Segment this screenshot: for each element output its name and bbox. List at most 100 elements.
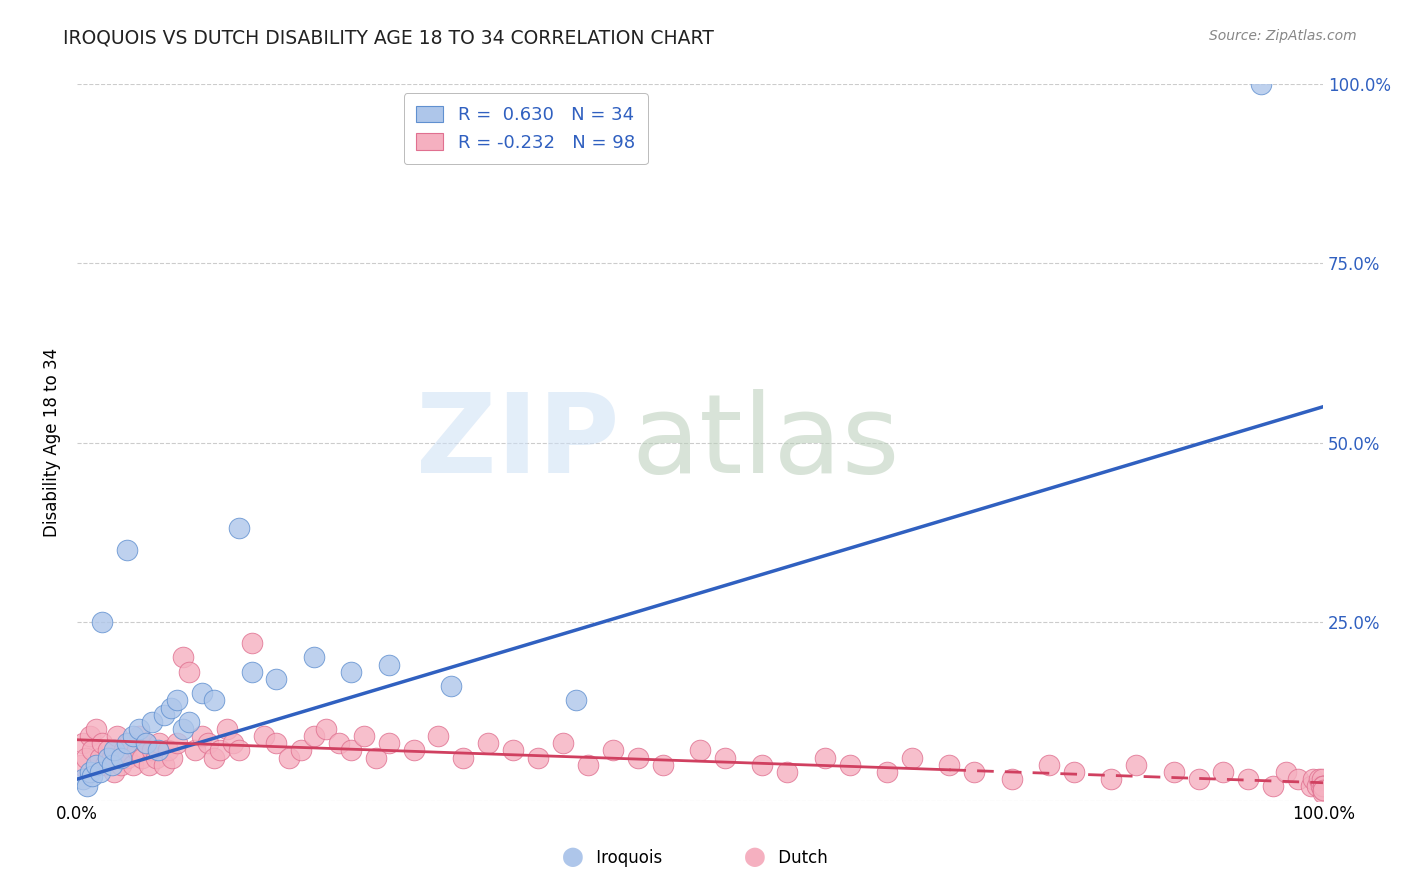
Point [128,722,150,736]
Point [1263,779,1285,793]
Point [1302,772,1324,786]
Point [651,757,673,772]
Point [277,750,299,764]
Point [1312,783,1334,797]
Point [135,736,157,750]
Point [290,743,312,757]
Point [159,700,181,714]
Point [876,764,898,779]
Point [1310,772,1333,786]
Point [179,665,201,679]
Text: Dutch: Dutch [773,849,828,867]
Point [202,693,225,707]
Point [838,757,860,772]
Text: ⬤: ⬤ [744,847,766,867]
Point [114,743,136,757]
Point [69,757,91,772]
Point [502,743,524,757]
Point [179,714,201,729]
Point [1250,78,1272,92]
Point [1309,779,1331,793]
Point [901,750,924,764]
Point [135,736,157,750]
Point [101,750,124,764]
Point [328,736,350,750]
Point [751,757,773,772]
Point [564,693,586,707]
Point [105,729,128,743]
Point [103,743,125,757]
Point [153,707,176,722]
Point [197,736,219,750]
Point [97,750,120,764]
Point [1038,757,1060,772]
Point [938,757,960,772]
Point [166,693,188,707]
Point [93,757,115,772]
Point [240,636,263,650]
Point [128,729,150,743]
Point [1299,779,1322,793]
Point [110,757,132,772]
Point [315,722,337,736]
Text: ⬤: ⬤ [561,847,583,867]
Point [101,757,124,772]
Point [118,736,141,750]
Point [115,736,138,750]
Point [172,650,194,665]
Point [1312,783,1334,797]
Point [602,743,624,757]
Point [84,722,107,736]
Point [145,750,167,764]
Point [714,750,737,764]
Point [75,750,97,764]
Point [253,729,276,743]
Point [963,764,986,779]
Point [377,736,399,750]
Point [72,736,94,750]
Point [1125,757,1147,772]
Point [1286,772,1309,786]
Point [302,729,325,743]
Point [125,743,148,757]
Point [1274,764,1296,779]
Point [427,729,450,743]
Text: atlas: atlas [631,389,900,496]
Point [1312,779,1334,793]
Point [1312,779,1334,793]
Point [141,714,163,729]
Point [240,665,263,679]
Point [146,743,169,757]
Point [1212,764,1234,779]
Legend: R =  0.630   N = 34, R = -0.232   N = 98: R = 0.630 N = 34, R = -0.232 N = 98 [404,94,648,164]
Point [266,672,288,686]
Point [266,736,288,750]
Point [366,750,388,764]
Point [1306,779,1329,793]
Point [184,743,207,757]
Point [302,650,325,665]
Point [72,772,94,786]
Point [76,779,98,793]
Point [776,764,799,779]
Point [115,543,138,558]
Point [1187,772,1209,786]
Point [138,757,160,772]
Point [202,750,225,764]
Point [228,521,250,535]
Text: IROQUOIS VS DUTCH DISABILITY AGE 18 TO 34 CORRELATION CHART: IROQUOIS VS DUTCH DISABILITY AGE 18 TO 3… [63,29,714,47]
Point [1312,787,1334,801]
Point [440,679,463,693]
Point [353,729,375,743]
Point [1099,772,1122,786]
Point [228,743,250,757]
Point [91,736,114,750]
Point [166,736,188,750]
Point [340,665,363,679]
Point [1308,772,1330,786]
Point [527,750,550,764]
Point [190,729,212,743]
Point [84,757,107,772]
Point [340,743,363,757]
Point [122,757,145,772]
